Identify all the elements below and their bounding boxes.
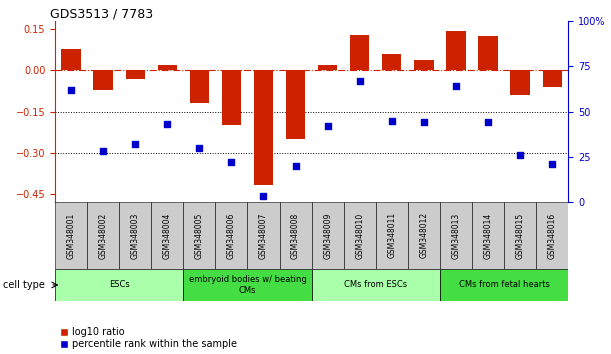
Bar <box>472 202 504 269</box>
Text: CMs from ESCs: CMs from ESCs <box>344 280 408 290</box>
Point <box>355 78 365 84</box>
Text: cell type: cell type <box>3 280 45 290</box>
Bar <box>440 269 568 301</box>
Bar <box>280 202 312 269</box>
Point <box>258 194 268 199</box>
Legend: log10 ratio, percentile rank within the sample: log10 ratio, percentile rank within the … <box>60 327 236 349</box>
Bar <box>312 269 440 301</box>
Text: GSM348008: GSM348008 <box>291 212 300 258</box>
Bar <box>190 70 209 103</box>
Point <box>66 87 76 93</box>
Point <box>291 163 301 169</box>
Text: GSM348015: GSM348015 <box>516 212 525 258</box>
Bar <box>543 70 562 87</box>
Text: GSM348014: GSM348014 <box>483 212 492 258</box>
Bar <box>446 31 466 70</box>
Bar <box>408 202 440 269</box>
Text: GSM348006: GSM348006 <box>227 212 236 259</box>
Bar <box>350 35 369 70</box>
Bar <box>222 70 241 125</box>
Text: embryoid bodies w/ beating
CMs: embryoid bodies w/ beating CMs <box>189 275 306 295</box>
Text: GSM348009: GSM348009 <box>323 212 332 259</box>
Bar <box>376 202 408 269</box>
Text: GSM348013: GSM348013 <box>452 212 461 258</box>
Point <box>419 120 429 125</box>
Bar <box>343 202 376 269</box>
Bar <box>158 65 177 70</box>
Bar <box>119 202 152 269</box>
Point <box>98 148 108 154</box>
Bar <box>183 269 312 301</box>
Bar <box>87 202 119 269</box>
Bar <box>93 70 113 90</box>
Text: GSM348001: GSM348001 <box>67 212 76 258</box>
Bar <box>511 70 530 95</box>
Text: GSM348007: GSM348007 <box>259 212 268 259</box>
Bar <box>414 59 433 70</box>
Bar <box>440 202 472 269</box>
Text: GSM348016: GSM348016 <box>547 212 557 258</box>
Bar <box>536 202 568 269</box>
Text: GDS3513 / 7783: GDS3513 / 7783 <box>50 7 153 20</box>
Text: CMs from fetal hearts: CMs from fetal hearts <box>459 280 549 290</box>
Point <box>451 84 461 89</box>
Point <box>130 141 140 147</box>
Bar <box>247 202 280 269</box>
Point <box>194 145 204 150</box>
Bar <box>216 202 247 269</box>
Point <box>323 123 332 129</box>
Bar <box>382 54 401 70</box>
Bar <box>61 48 81 70</box>
Bar <box>312 202 343 269</box>
Point <box>547 161 557 167</box>
Bar <box>478 36 497 70</box>
Point <box>227 159 236 165</box>
Bar <box>183 202 216 269</box>
Bar <box>504 202 536 269</box>
Text: GSM348012: GSM348012 <box>419 212 428 258</box>
Bar <box>55 202 87 269</box>
Point <box>515 152 525 158</box>
Text: GSM348005: GSM348005 <box>195 212 204 259</box>
Bar <box>55 269 183 301</box>
Text: GSM348004: GSM348004 <box>163 212 172 259</box>
Bar <box>126 70 145 79</box>
Bar <box>152 202 183 269</box>
Bar <box>318 65 337 70</box>
Bar <box>286 70 305 139</box>
Text: GSM348011: GSM348011 <box>387 212 397 258</box>
Point <box>387 118 397 124</box>
Bar <box>254 70 273 185</box>
Text: ESCs: ESCs <box>109 280 130 290</box>
Text: GSM348003: GSM348003 <box>131 212 140 259</box>
Point <box>163 121 172 127</box>
Point <box>483 120 493 125</box>
Text: GSM348002: GSM348002 <box>98 212 108 258</box>
Text: GSM348010: GSM348010 <box>355 212 364 258</box>
